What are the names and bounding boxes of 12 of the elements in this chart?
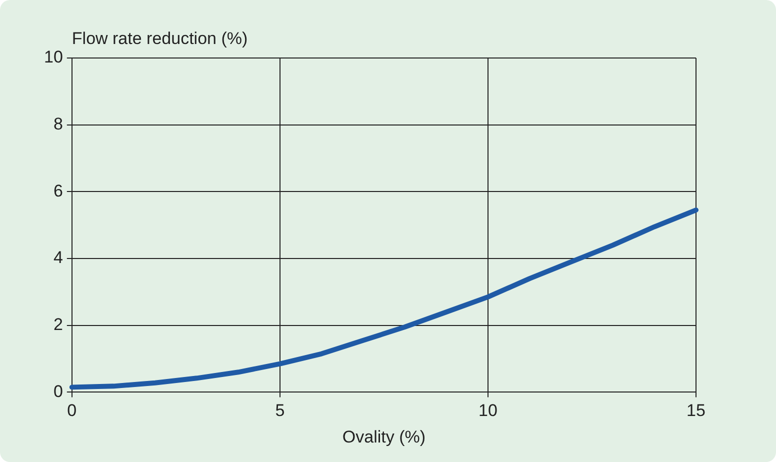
x-tick-label: 15 [686, 401, 706, 420]
y-tick-label: 2 [53, 315, 63, 334]
y-tick-label: 8 [53, 114, 63, 134]
y-axis-title: Flow rate reduction (%) [72, 29, 248, 48]
x-tick-label: 10 [478, 401, 498, 420]
y-tick-label: 4 [53, 248, 63, 268]
x-tick-label: 5 [275, 401, 285, 420]
x-tick-label: 0 [67, 401, 77, 420]
y-tick-label: 6 [53, 181, 63, 200]
y-tick-label: 10 [44, 48, 63, 67]
y-tick-label: 0 [53, 382, 63, 401]
x-axis-title: Ovality (%) [342, 427, 426, 446]
